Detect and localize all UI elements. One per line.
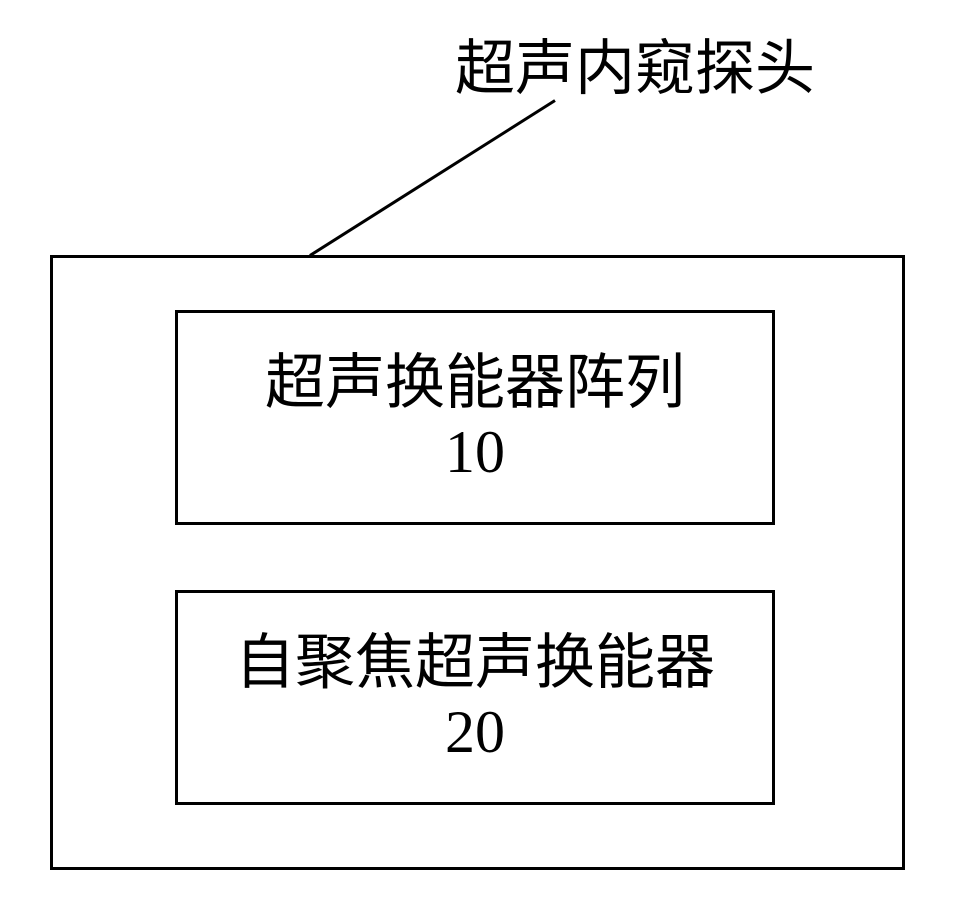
pointer-line <box>309 99 556 257</box>
box-self-focusing-transducer-label: 自聚焦超声换能器 <box>235 629 715 698</box>
box-transducer-array: 超声换能器阵列 10 <box>175 310 775 525</box>
box-transducer-array-label: 超声换能器阵列 <box>265 349 685 418</box>
box-self-focusing-transducer-number: 20 <box>445 698 505 767</box>
diagram-canvas: 超声内窥探头 超声换能器阵列 10 自聚焦超声换能器 20 <box>0 0 956 903</box>
box-self-focusing-transducer: 自聚焦超声换能器 20 <box>175 590 775 805</box>
box-transducer-array-number: 10 <box>445 418 505 487</box>
diagram-title: 超声内窥探头 <box>455 20 815 107</box>
